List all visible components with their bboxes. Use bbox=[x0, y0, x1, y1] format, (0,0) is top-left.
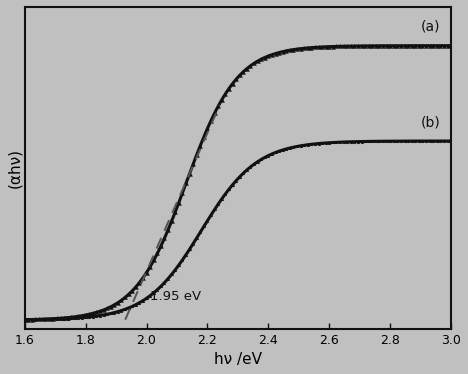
Text: 1.95 eV: 1.95 eV bbox=[150, 290, 201, 303]
X-axis label: hν /eV: hν /eV bbox=[214, 352, 262, 367]
Text: (a): (a) bbox=[421, 20, 440, 34]
Y-axis label: (αhν): (αhν) bbox=[7, 148, 22, 188]
Text: (b): (b) bbox=[421, 115, 440, 129]
